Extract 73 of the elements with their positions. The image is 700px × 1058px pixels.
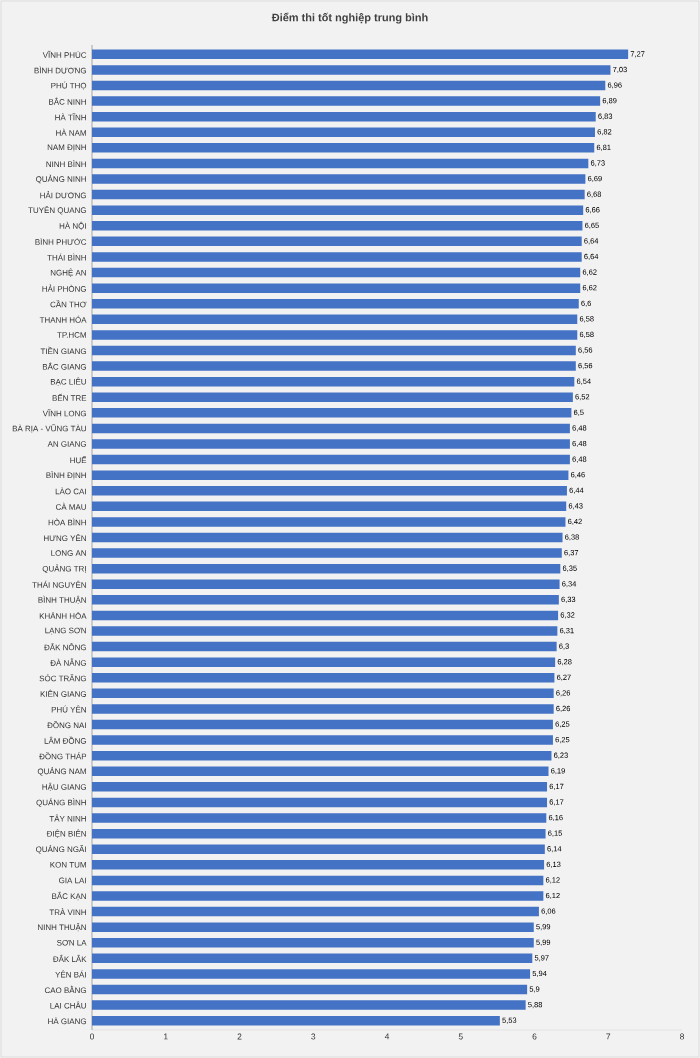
bar <box>92 470 569 480</box>
bar <box>92 891 544 901</box>
bar <box>92 423 570 434</box>
bar <box>92 158 589 169</box>
bar <box>92 735 553 745</box>
bar <box>92 1015 500 1026</box>
bar <box>92 454 570 465</box>
x-tick-label: 4 <box>384 1033 390 1040</box>
bar <box>92 298 579 309</box>
bar <box>92 548 562 558</box>
bar <box>92 252 582 262</box>
bar <box>92 283 581 293</box>
bar <box>92 688 554 699</box>
bar <box>92 922 534 932</box>
bar <box>92 657 556 667</box>
bar <box>92 345 576 356</box>
bar <box>92 579 560 590</box>
bar <box>92 563 561 574</box>
bar <box>92 860 545 870</box>
bar <box>92 189 585 200</box>
bar <box>92 844 545 854</box>
bar <box>92 641 557 652</box>
bar <box>92 96 601 106</box>
bar <box>92 361 576 371</box>
bar <box>92 408 572 418</box>
bar <box>92 953 533 964</box>
bar <box>92 610 559 621</box>
bar <box>92 143 595 153</box>
bar <box>92 392 573 402</box>
bar <box>92 485 567 496</box>
bar <box>92 906 539 917</box>
x-tick-label: 3 <box>311 1033 316 1040</box>
bar <box>92 1000 526 1010</box>
bar <box>92 80 606 91</box>
x-tick-label: 1 <box>164 1033 168 1040</box>
bar <box>92 673 555 683</box>
bar <box>92 532 563 543</box>
x-tick-label: 0 <box>89 1033 95 1040</box>
x-tick-label: 2 <box>237 1033 242 1040</box>
x-tick-label: 6 <box>532 1033 537 1040</box>
bar <box>92 750 552 761</box>
bar <box>92 937 534 948</box>
bar <box>92 595 559 605</box>
bar <box>92 813 547 823</box>
bar <box>92 501 567 512</box>
bar <box>92 719 553 730</box>
bar <box>92 111 596 122</box>
bar <box>92 236 582 247</box>
bar <box>92 797 548 808</box>
x-tick-label: 5 <box>458 1033 463 1040</box>
bar <box>92 221 583 231</box>
bar <box>92 65 611 75</box>
bar <box>92 174 586 184</box>
bar <box>92 517 566 527</box>
bar <box>92 127 595 138</box>
bar <box>92 626 558 636</box>
bar <box>92 828 546 839</box>
chart-title: Điểm thi tốt nghiệp trung bình <box>271 12 428 24</box>
bar <box>92 49 629 60</box>
bar <box>92 439 570 449</box>
x-tick-label: 8 <box>680 1033 684 1040</box>
bar <box>92 782 548 792</box>
bar <box>92 704 554 714</box>
bar <box>92 314 578 325</box>
bar <box>92 267 581 278</box>
bar <box>92 969 531 979</box>
bar <box>92 205 584 215</box>
bar <box>92 875 544 886</box>
x-tick-label: 7 <box>606 1033 611 1040</box>
bar <box>92 984 528 995</box>
bar <box>92 330 578 340</box>
bar <box>92 766 549 777</box>
bar <box>92 376 575 387</box>
